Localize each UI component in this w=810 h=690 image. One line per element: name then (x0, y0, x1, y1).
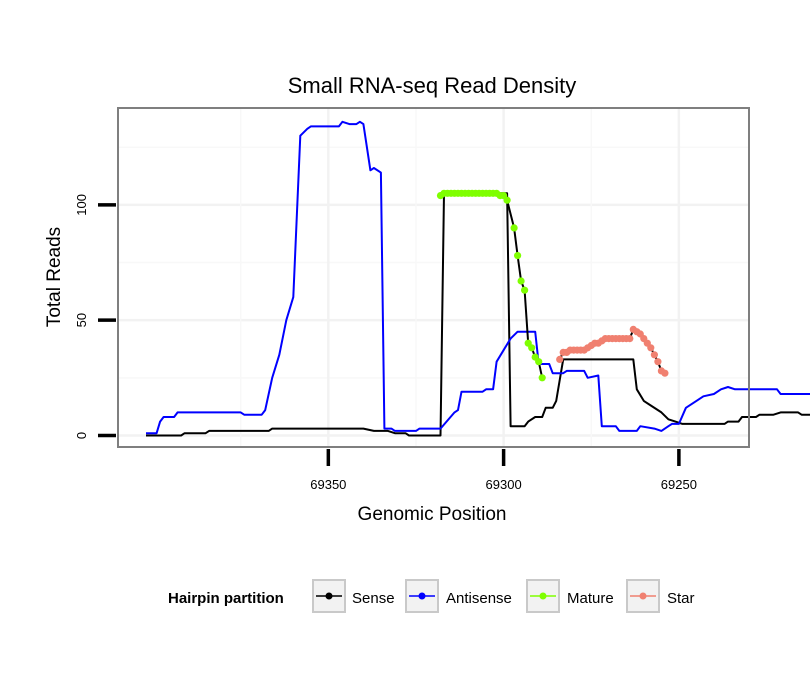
data-point-mature (510, 224, 518, 232)
legend-item-antisense: Antisense (405, 579, 512, 613)
data-point-star (556, 355, 564, 363)
x-axis: 69350 69300 69250 (310, 449, 697, 492)
grid-lines (118, 108, 749, 447)
x-tick-label: 69350 (310, 477, 346, 492)
legend-item-star: Star (626, 579, 695, 613)
data-point-mature (538, 374, 546, 382)
y-tick-label: 0 (74, 432, 89, 439)
chart-title: Small RNA-seq Read Density (288, 73, 577, 98)
legend-point-star (639, 592, 647, 600)
data-point-mature (521, 286, 529, 294)
legend-point-sense (325, 592, 333, 600)
legend-item-mature: Mature (526, 579, 614, 613)
legend-title: Hairpin partition (168, 590, 284, 607)
x-tick-label: 69250 (661, 477, 697, 492)
y-axis-title: Total Reads (44, 227, 65, 327)
data-point-star (650, 351, 659, 359)
y-axis: 0 50 100 (74, 194, 116, 439)
data-point-mature (503, 196, 511, 204)
data-point-star (661, 369, 669, 377)
legend-item-sense: Sense (312, 579, 395, 613)
x-axis-title: Genomic Position (358, 504, 507, 525)
data-point-mature (528, 344, 536, 352)
series-line-sense (146, 192, 810, 437)
y-tick-label: 100 (74, 194, 89, 216)
legend-label-sense: Sense (352, 590, 395, 607)
series-layer (146, 120, 810, 437)
data-point-star (654, 358, 662, 366)
data-point-mature (517, 277, 525, 285)
x-tick-label: 69300 (486, 477, 522, 492)
plot-border (117, 107, 750, 448)
data-point-star (647, 344, 655, 352)
legend: Hairpin partition Sense Antisense Mature… (168, 579, 695, 613)
legend-label-antisense: Antisense (446, 590, 512, 607)
data-point-mature (514, 252, 522, 260)
y-tick-label: 50 (74, 313, 89, 327)
legend-point-mature (539, 592, 547, 600)
legend-label-star: Star (667, 590, 695, 607)
data-point-mature (535, 358, 543, 366)
series-line-antisense (146, 120, 810, 435)
plot-background (118, 108, 749, 447)
data-point-star (626, 335, 634, 343)
legend-point-antisense (418, 592, 426, 600)
legend-label-mature: Mature (567, 590, 614, 607)
